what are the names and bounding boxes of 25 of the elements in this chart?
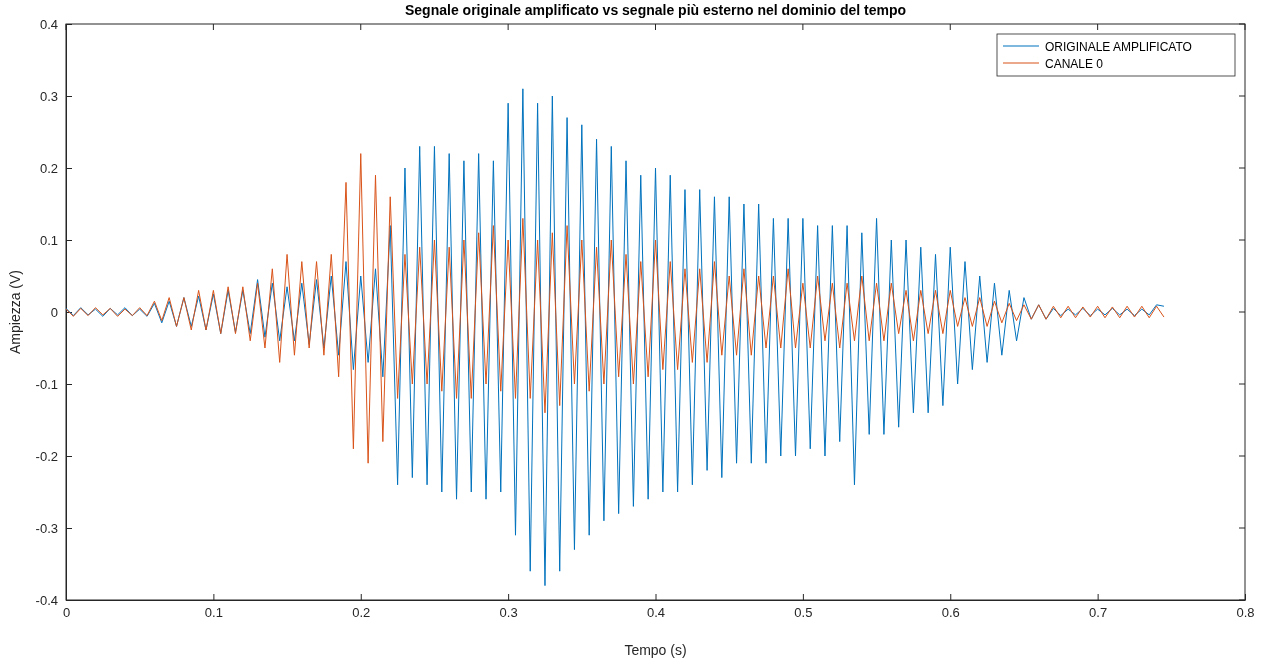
y-axis-title: Ampiezza (V): [7, 269, 23, 355]
x-tick-label: 0.5: [794, 605, 813, 621]
x-tick-label: 0.8: [1236, 605, 1255, 621]
x-tick-label: 0.4: [646, 605, 666, 621]
chart-title: Segnale originale amplificato vs segnale più esterno nel dominio del tempo: [405, 2, 906, 18]
legend-label: ORIGINALE AMPLIFICATO: [1045, 39, 1192, 54]
y-tick-label: -0.2: [35, 448, 58, 464]
x-tick-label: 0.6: [941, 605, 960, 621]
legend-label: CANALE 0: [1045, 56, 1104, 71]
y-tick-label: 0.2: [39, 160, 58, 176]
y-tick-label: 0: [50, 304, 58, 320]
x-axis-title: Tempo (s): [624, 642, 687, 658]
y-tick-label: 0.1: [39, 232, 58, 248]
y-tick-label: 0.4: [39, 16, 58, 32]
y-tick-label: -0.1: [35, 376, 58, 392]
y-tick-label: -0.3: [35, 520, 58, 536]
x-tick-label: 0: [62, 605, 71, 621]
y-tick-label: -0.4: [35, 592, 58, 608]
line-series: [65, 88, 1165, 587]
x-tick-label: 0.1: [204, 605, 223, 621]
y-tick-label: 0.3: [39, 88, 58, 104]
line-series: [65, 153, 1165, 464]
x-tick-label: 0.7: [1089, 605, 1108, 621]
x-tick-label: 0.3: [499, 605, 518, 621]
x-tick-label: 0.2: [352, 605, 371, 621]
